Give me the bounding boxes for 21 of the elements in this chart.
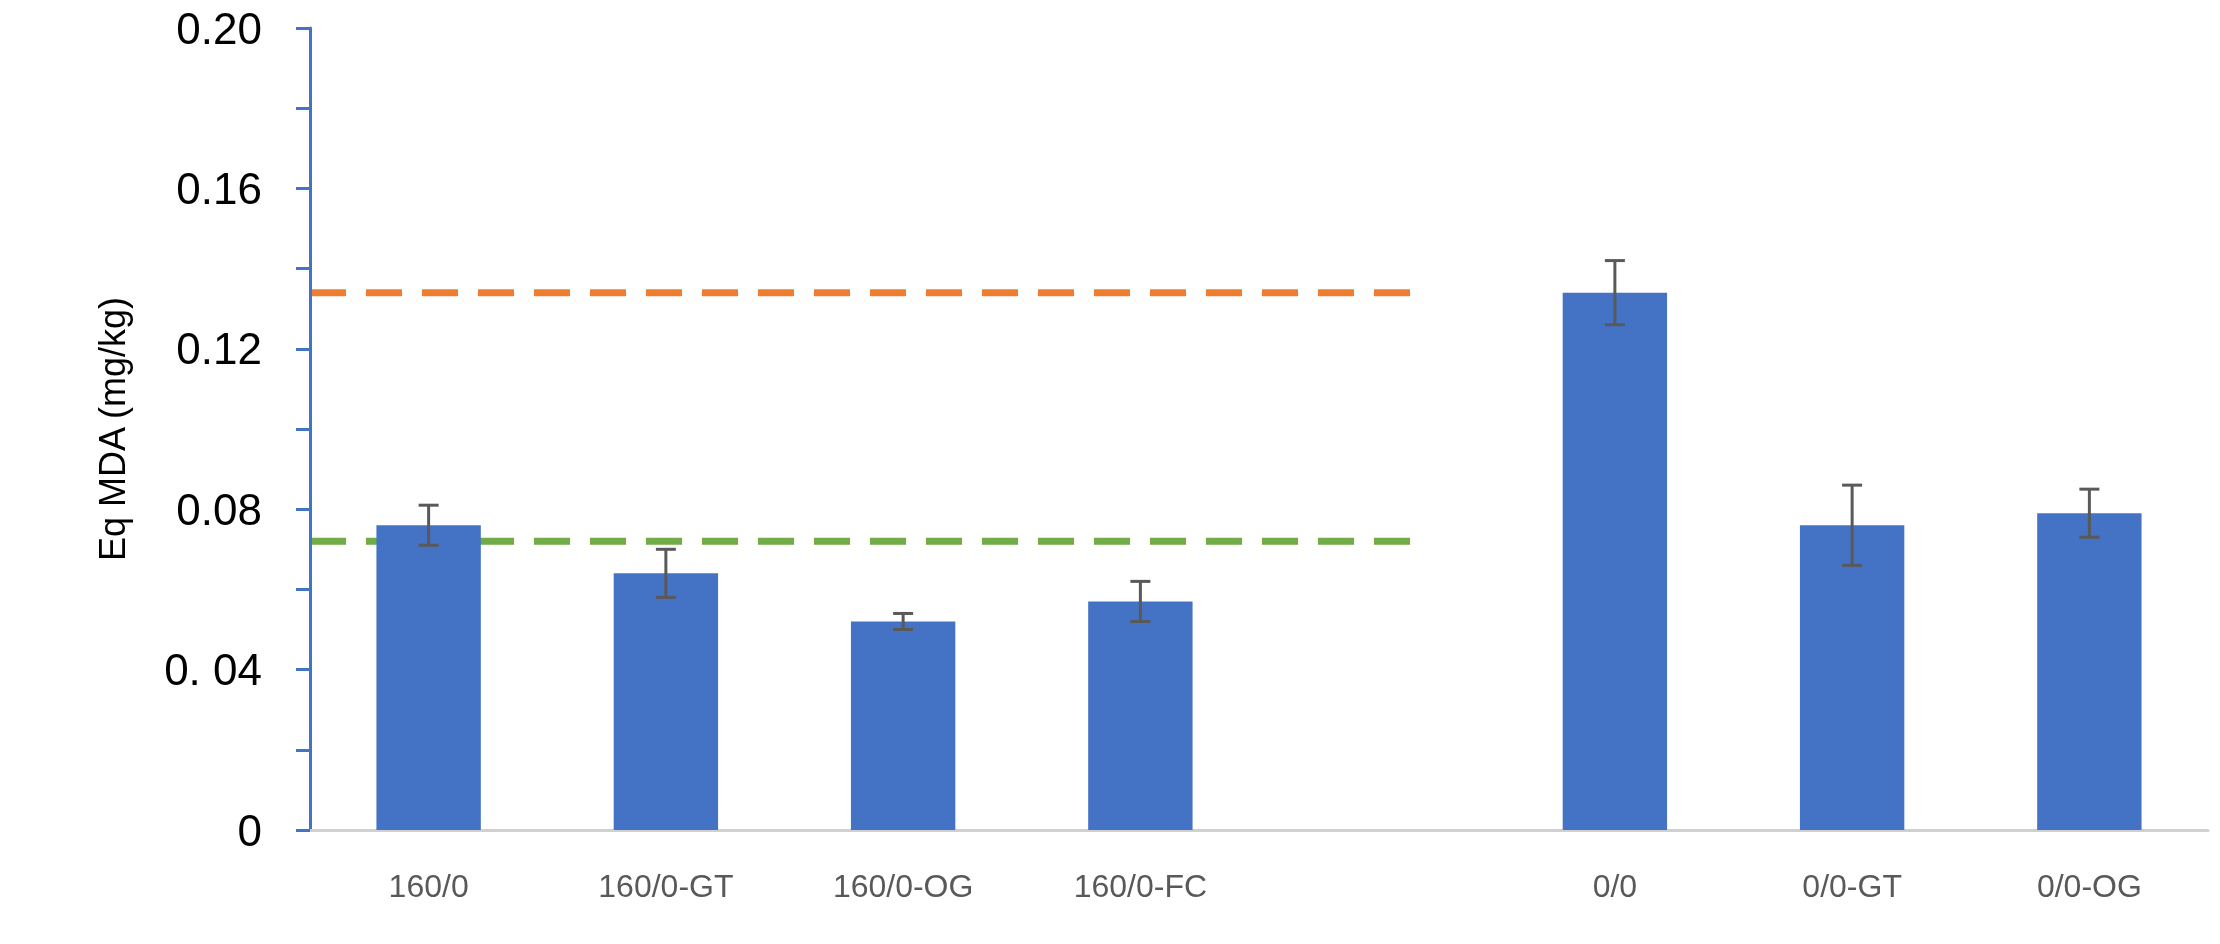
y-tick-label: 0. 04	[164, 645, 262, 695]
x-tick-label: 0/0	[1592, 868, 1638, 904]
y-tick-label: 0.20	[176, 3, 262, 53]
y-axis-title: Eq MDA (mg/kg)	[91, 296, 133, 562]
bar	[376, 525, 481, 830]
bar	[1799, 525, 1905, 830]
x-tick-label: 160/0-GT	[598, 868, 734, 904]
x-tick-label: 160/0-OG	[832, 868, 974, 904]
y-tick-label: 0.08	[176, 484, 262, 534]
x-tick-label: 0/0-GT	[1802, 868, 1902, 904]
y-tick-label: 0	[237, 805, 262, 855]
bar	[2037, 513, 2142, 830]
bar	[1088, 601, 1193, 830]
x-tick-label: 160/0-FC	[1073, 868, 1208, 904]
y-tick-label: 0.16	[176, 163, 262, 213]
x-tick-label: 160/0	[388, 868, 469, 904]
bar	[613, 573, 719, 830]
bar	[850, 621, 956, 830]
y-tick-label: 0.12	[176, 324, 262, 374]
x-tick-label: 0/0-OG	[2036, 868, 2142, 904]
bar	[1562, 292, 1668, 830]
